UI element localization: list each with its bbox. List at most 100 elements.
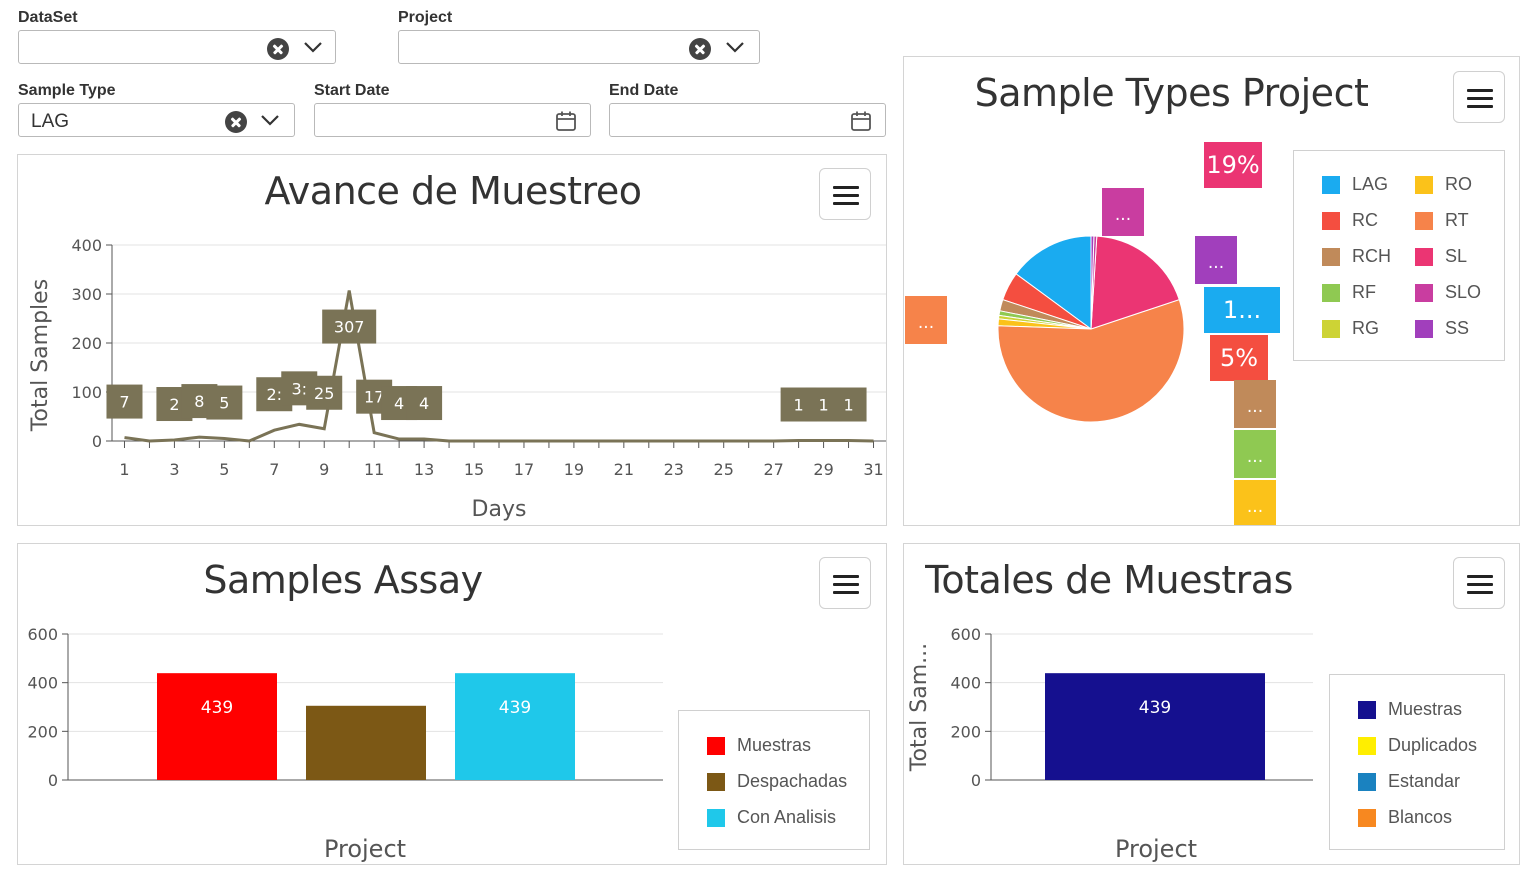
totales-menu-button[interactable] bbox=[1453, 557, 1505, 609]
bar-data-label: 439 bbox=[499, 698, 531, 718]
chevron-down-icon[interactable] bbox=[302, 37, 324, 57]
legend-item-rch[interactable]: RCH bbox=[1322, 246, 1391, 267]
y-axis-title: Total Samples bbox=[28, 279, 53, 432]
totales-panel: Totales de Muestras 0 200 400 600 439 Project… bbox=[903, 543, 1520, 865]
clear-icon[interactable] bbox=[225, 111, 247, 133]
calendar-icon[interactable] bbox=[850, 110, 872, 132]
legend-item-muestras[interactable]: Muestras bbox=[1358, 699, 1462, 720]
types-menu-button[interactable] bbox=[1453, 71, 1505, 123]
x-tick-label: 17 bbox=[514, 460, 534, 479]
clear-icon[interactable] bbox=[689, 38, 711, 60]
x-tick-label: 23 bbox=[664, 460, 684, 479]
x-tick-label: 31 bbox=[863, 460, 883, 479]
svg-text:...: ... bbox=[1247, 397, 1263, 417]
y-tick-label: 0 bbox=[48, 771, 58, 790]
x-tick-label: 3 bbox=[169, 460, 179, 479]
legend-item-con-analisis[interactable]: Con Analisis bbox=[707, 807, 836, 828]
svg-text:2:: 2: bbox=[267, 385, 283, 404]
legend-item-estandar[interactable]: Estandar bbox=[1358, 771, 1460, 792]
legend-item-despachadas[interactable]: Despachadas bbox=[707, 771, 847, 792]
chevron-down-icon[interactable] bbox=[259, 110, 281, 130]
y-tick-label: 0 bbox=[971, 771, 981, 790]
x-tick-label: 15 bbox=[464, 460, 484, 479]
bar-despachadas bbox=[306, 705, 426, 780]
svg-text:...: ... bbox=[1247, 447, 1263, 467]
sample-type-combobox[interactable]: LAG bbox=[18, 103, 295, 137]
pie-label-slo: ... bbox=[1102, 188, 1144, 236]
legend-item-blancos[interactable]: Blancos bbox=[1358, 807, 1452, 828]
legend-item-rc[interactable]: RC bbox=[1322, 210, 1378, 231]
legend-item-rf[interactable]: RF bbox=[1322, 282, 1376, 303]
x-axis-title: Project bbox=[1115, 835, 1197, 863]
pie-label-sl: 19% bbox=[1204, 142, 1262, 188]
assay-menu-button[interactable] bbox=[819, 557, 871, 609]
dataset-label: DataSet bbox=[18, 9, 78, 26]
data-label: 5 bbox=[206, 385, 243, 420]
svg-text:1: 1 bbox=[794, 396, 804, 415]
data-label: 7 bbox=[106, 384, 143, 419]
data-label: 1 bbox=[830, 387, 867, 422]
legend-item-ro[interactable]: RO bbox=[1415, 174, 1472, 195]
types-legend: LAG RC RCH RF RG RO RT SL SLO SS bbox=[1293, 150, 1505, 361]
chevron-down-icon[interactable] bbox=[724, 37, 746, 57]
totales-legend: Muestras Duplicados Estandar Blancos bbox=[1329, 674, 1505, 850]
y-tick-label: 0 bbox=[92, 432, 102, 451]
legend-item-rg[interactable]: RG bbox=[1322, 318, 1379, 339]
x-tick-label: 9 bbox=[319, 460, 329, 479]
x-axis-title: Days bbox=[472, 497, 527, 522]
types-chart: 1... 5%............ 19%...... bbox=[905, 142, 1280, 525]
end-date-picker[interactable] bbox=[609, 103, 886, 137]
legend-item-slo[interactable]: SLO bbox=[1415, 282, 1481, 303]
avance-title: Avance de Muestreo bbox=[264, 169, 642, 213]
dataset-combobox[interactable] bbox=[18, 30, 336, 64]
start-date-label: Start Date bbox=[314, 82, 390, 99]
types-panel: Sample Types Project 1... 5%............ 1… bbox=[903, 56, 1520, 526]
sample-type-label: Sample Type bbox=[18, 82, 116, 99]
x-tick-label: 19 bbox=[564, 460, 584, 479]
svg-text:4: 4 bbox=[419, 394, 429, 413]
legend-item-lag[interactable]: LAG bbox=[1322, 174, 1388, 195]
pie-label-rc: 5% bbox=[1210, 335, 1268, 381]
legend-item-ss[interactable]: SS bbox=[1415, 318, 1469, 339]
legend-item-muestras[interactable]: Muestras bbox=[707, 735, 811, 756]
pie-label-rt: ... bbox=[905, 296, 947, 344]
calendar-icon[interactable] bbox=[555, 110, 577, 132]
svg-text:8: 8 bbox=[194, 392, 204, 411]
y-tick-label: 100 bbox=[71, 383, 102, 402]
x-axis-title: Project bbox=[324, 835, 406, 863]
y-tick-label: 200 bbox=[27, 722, 58, 741]
svg-text:1: 1 bbox=[818, 396, 828, 415]
x-tick-label: 11 bbox=[364, 460, 384, 479]
pie-slice-rt bbox=[997, 298, 1185, 423]
avance-menu-button[interactable] bbox=[819, 168, 871, 220]
legend-item-rt[interactable]: RT bbox=[1415, 210, 1469, 231]
y-tick-label: 400 bbox=[950, 674, 981, 693]
bar-con-analisis bbox=[455, 673, 575, 780]
legend-item-duplicados[interactable]: Duplicados bbox=[1358, 735, 1477, 756]
svg-text:1...: 1... bbox=[1223, 296, 1261, 324]
bar-data-label: 439 bbox=[201, 698, 233, 718]
svg-text:...: ... bbox=[918, 313, 934, 333]
svg-text:2: 2 bbox=[169, 395, 179, 414]
assay-panel: Samples Assay 0 200 400 600 439 439 Project Mu… bbox=[17, 543, 887, 865]
start-date-picker[interactable] bbox=[314, 103, 591, 137]
svg-text:25: 25 bbox=[314, 384, 334, 403]
y-tick-label: 200 bbox=[71, 334, 102, 353]
legend-item-sl[interactable]: SL bbox=[1415, 246, 1467, 267]
totales-title: Totales de Muestras bbox=[925, 558, 1293, 602]
x-tick-label: 29 bbox=[813, 460, 833, 479]
bar-data-label: 439 bbox=[1139, 698, 1171, 718]
data-label: 307 bbox=[322, 309, 377, 344]
y-axis-title: Total Sam... bbox=[907, 643, 932, 772]
svg-text:5%: 5% bbox=[1220, 344, 1258, 372]
totales-chart: 0 200 400 600 439 Project Total Sam... bbox=[907, 625, 1313, 863]
x-tick-label: 1 bbox=[119, 460, 129, 479]
project-combobox[interactable] bbox=[398, 30, 760, 64]
avance-panel: Avance de Muestreo 0 100 200 300 400 1 3 5 7 9 11 1… bbox=[17, 154, 887, 526]
svg-text:7: 7 bbox=[119, 393, 129, 412]
pie-slice-sl bbox=[1090, 235, 1180, 330]
assay-legend: Muestras Despachadas Con Analisis bbox=[678, 710, 870, 850]
x-tick-label: 21 bbox=[614, 460, 634, 479]
clear-icon[interactable] bbox=[267, 38, 289, 60]
